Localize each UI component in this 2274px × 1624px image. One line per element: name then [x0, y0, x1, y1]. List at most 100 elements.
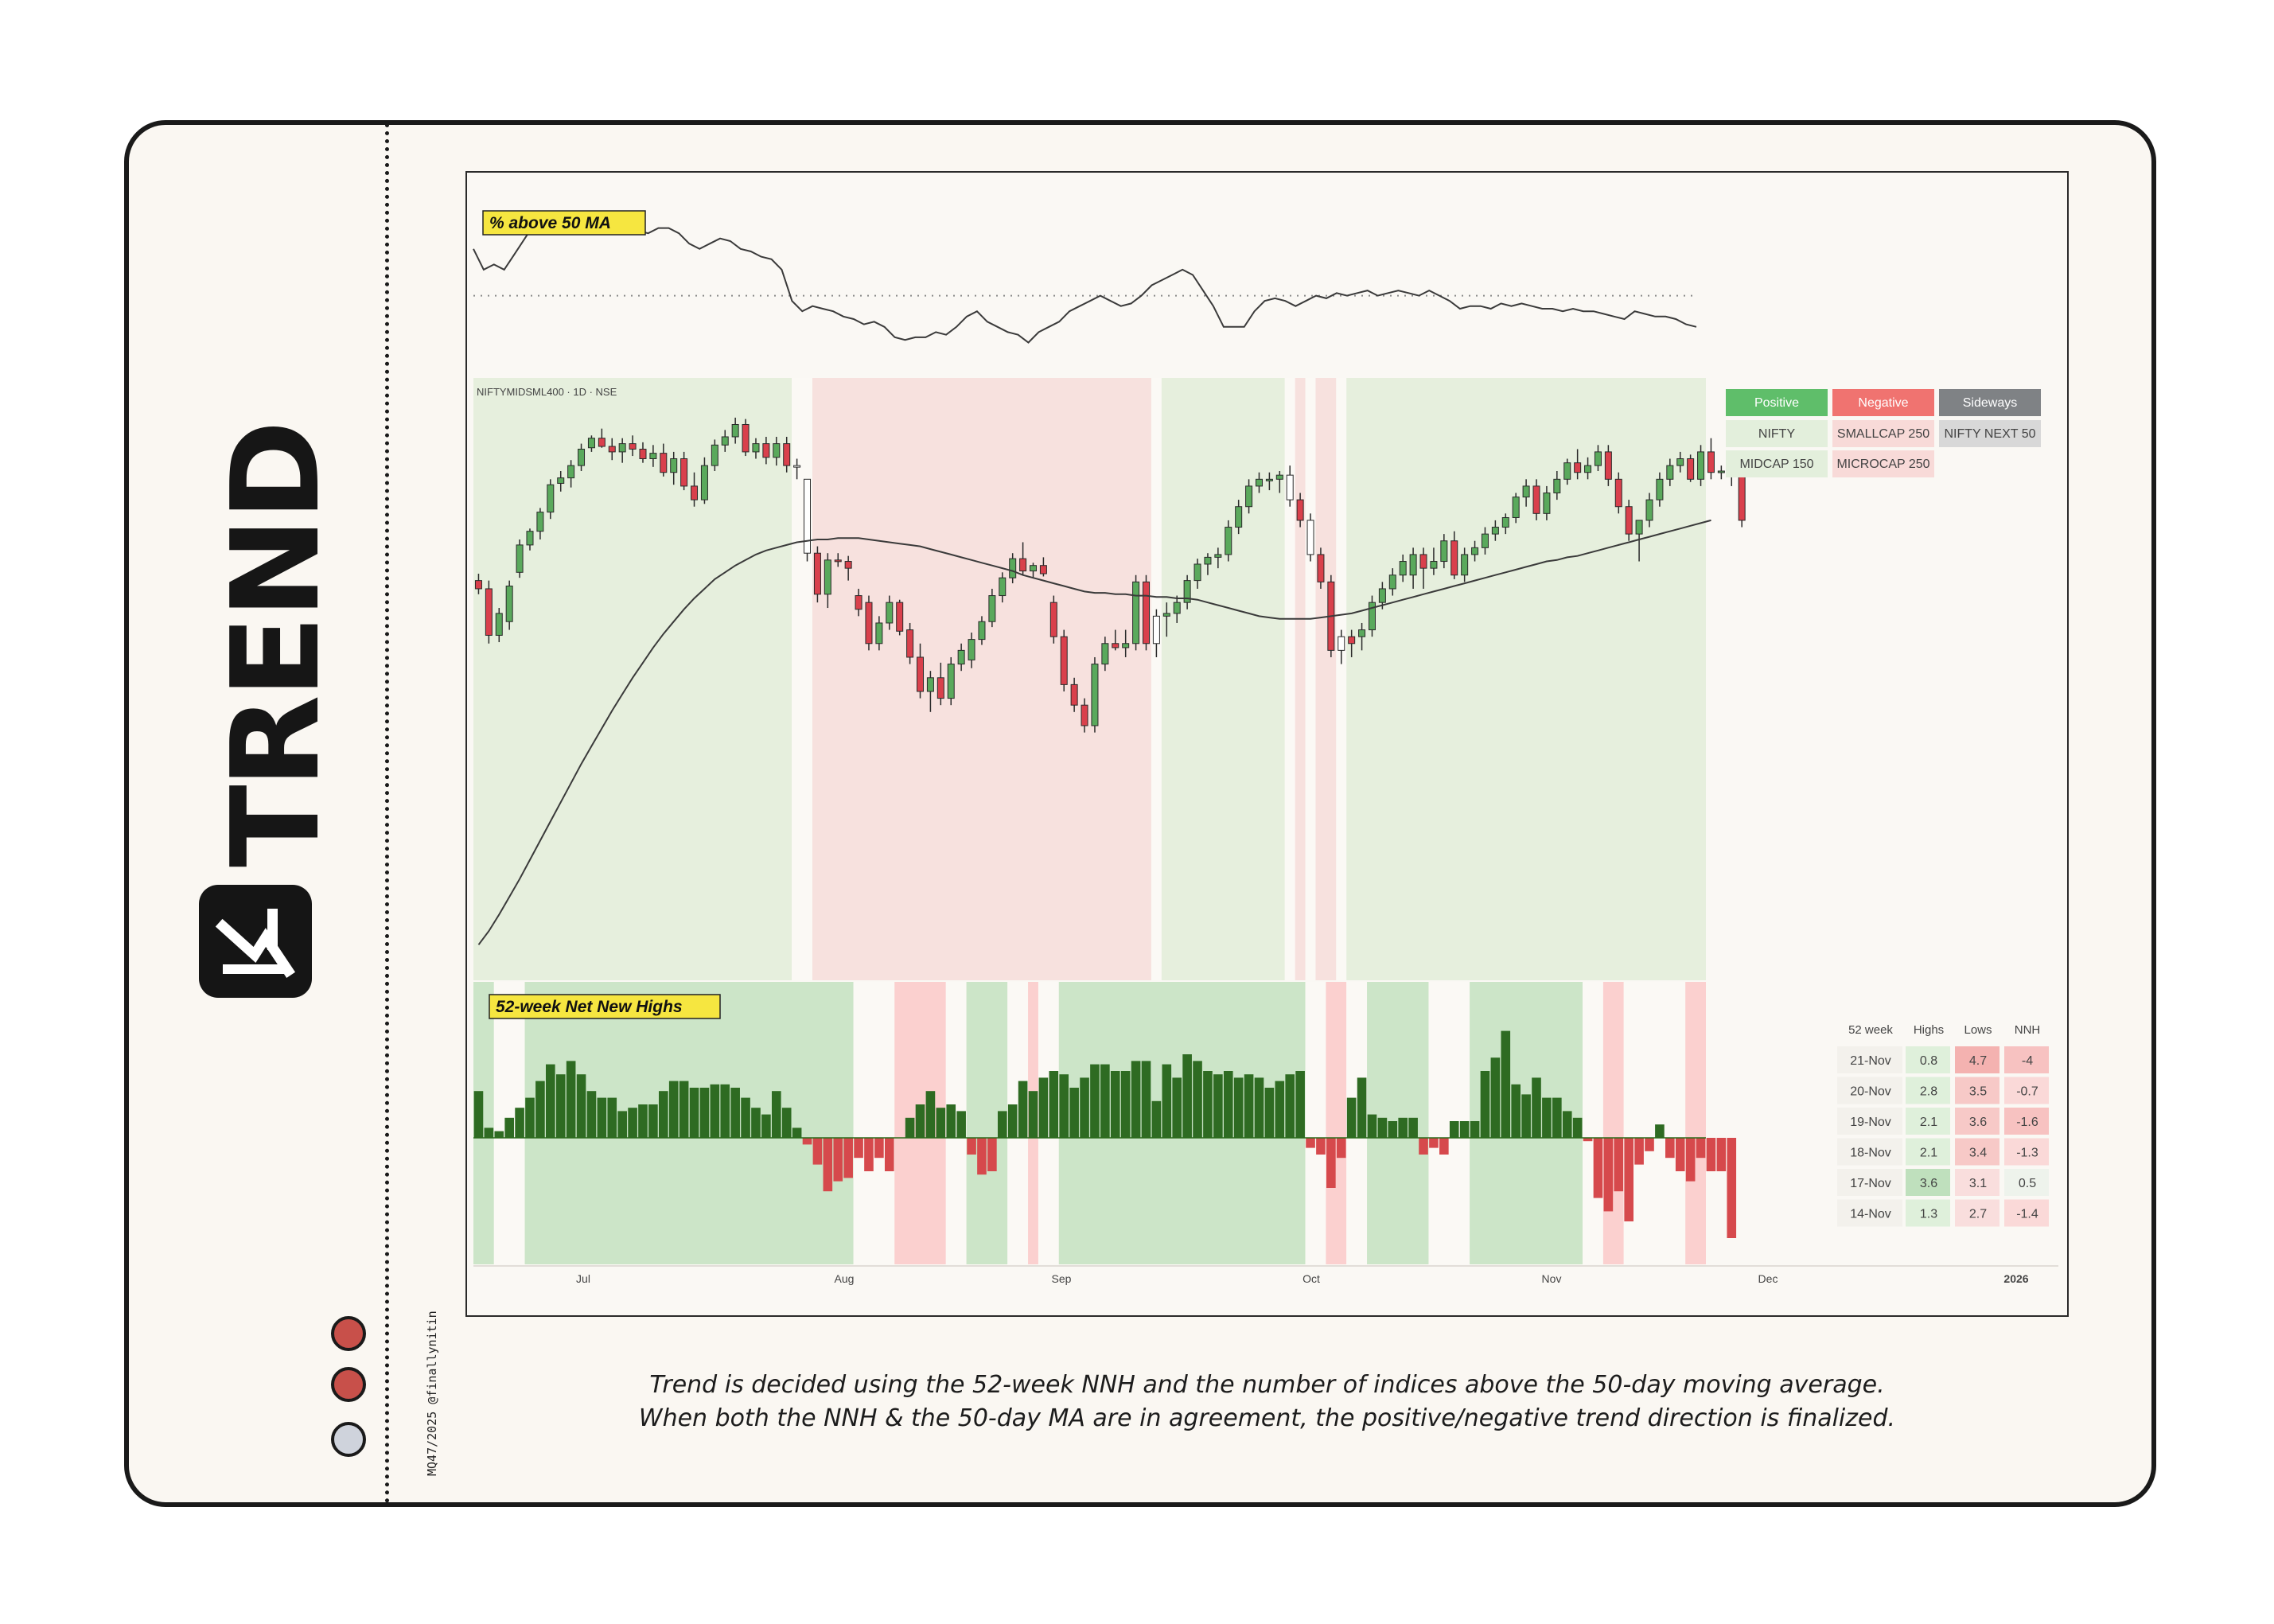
nnh-bar	[484, 1127, 494, 1138]
nnh-bar	[1038, 1077, 1049, 1138]
nnh-table-cell-bg	[1906, 1046, 1950, 1073]
pct-above-ma-label-box	[482, 210, 646, 236]
candle	[1553, 478, 1561, 494]
credit-text: MQ47/2025 @finallynitin	[425, 1310, 439, 1476]
chart-svg: % above 50 MA NIFTYMIDSML400 · 1D · NSE Po…	[473, 210, 2058, 1285]
candle	[936, 677, 944, 699]
nnh-bar	[699, 1088, 710, 1138]
nnh-bar	[864, 1138, 874, 1171]
nnh-bar	[1398, 1117, 1408, 1138]
nnh-table-cell: 1.3	[1920, 1208, 1937, 1221]
nnh-table-cell-bg	[1837, 1077, 1902, 1104]
candle	[700, 465, 708, 500]
nnh-bar	[905, 1117, 915, 1138]
candle	[886, 602, 894, 624]
nnh-bar	[494, 1131, 504, 1138]
nnh-band-neutral	[1583, 982, 1603, 1264]
x-tick-label: Dec	[1758, 1272, 1778, 1285]
nnh-bar	[1624, 1138, 1633, 1221]
candle	[1030, 565, 1038, 572]
nnh-table-cell-bg	[1837, 1138, 1902, 1166]
nnh-bar	[771, 1091, 781, 1138]
nnh-bar	[1110, 1071, 1120, 1138]
caption: Trend is decided using the 52-week NNH a…	[465, 1369, 2069, 1435]
candle	[804, 478, 812, 554]
candle	[1122, 643, 1130, 648]
nnh-bar	[648, 1104, 658, 1138]
nnh-table-cell-bg	[1906, 1108, 1950, 1135]
nnh-table-cell: 3.4	[1969, 1147, 1987, 1160]
candle	[1091, 664, 1099, 726]
nnh-bar	[1018, 1081, 1028, 1138]
candle	[855, 595, 862, 610]
candle	[1522, 485, 1530, 498]
nnh-bar	[1439, 1138, 1449, 1155]
regime-band-neutral	[1284, 378, 1295, 980]
nnh-bar	[1131, 1061, 1141, 1138]
nnh-bar	[833, 1138, 843, 1182]
nnh-table-cell-bg	[2004, 1169, 2049, 1196]
nnh-bar	[1264, 1088, 1275, 1138]
nnh-bar	[710, 1084, 720, 1138]
nnh-bar	[812, 1138, 823, 1165]
regime-band-neutral	[792, 378, 812, 980]
nnh-table-header: Highs	[1914, 1023, 1944, 1037]
candle	[1162, 613, 1170, 617]
nnh-bar	[823, 1138, 833, 1192]
candle	[1338, 636, 1345, 651]
nnh-bar	[854, 1138, 863, 1159]
regime-band-neutral	[1336, 378, 1347, 980]
nnh-bar	[1336, 1138, 1346, 1159]
candle	[1183, 580, 1191, 603]
nnh-bar	[515, 1108, 524, 1138]
candle	[1440, 540, 1448, 563]
nnh-table-cell-bg	[1837, 1169, 1902, 1196]
candle	[1430, 561, 1438, 569]
nnh-bar	[535, 1081, 545, 1138]
nnh-bar	[884, 1138, 894, 1171]
nnh-bar	[1716, 1138, 1727, 1171]
nnh-bar	[1254, 1077, 1264, 1138]
candle	[495, 613, 503, 636]
nnh-table-cell: 3.6	[1920, 1177, 1937, 1190]
candle	[1614, 478, 1622, 508]
nnh-bar	[1151, 1100, 1162, 1138]
nnh-bar	[1449, 1121, 1459, 1138]
nnh-bar	[1480, 1071, 1490, 1138]
nnh-band-negative	[1326, 982, 1347, 1264]
index-table-header-bg	[1939, 389, 2041, 416]
index-table-cell: NIFTY NEXT 50	[1945, 427, 2036, 441]
regime-band-negative	[812, 378, 1151, 980]
regime-band-negative	[1295, 378, 1306, 980]
nnh-bar	[1542, 1097, 1552, 1138]
candle	[598, 438, 605, 447]
nnh-table-cell-bg	[1837, 1199, 1902, 1227]
candle	[711, 444, 718, 466]
nnh-table-cell-bg	[1955, 1108, 1999, 1135]
nnh-bar	[751, 1108, 761, 1138]
nnh-bar	[1244, 1074, 1254, 1138]
candle	[660, 453, 668, 473]
nnh-table-cell: 3.1	[1969, 1177, 1987, 1190]
candle	[1255, 478, 1263, 487]
nnh-table-cell: 14-Nov	[1850, 1208, 1891, 1221]
candle	[1204, 556, 1212, 565]
index-table-header-bg	[1832, 389, 1934, 416]
nnh-bar	[617, 1111, 627, 1138]
nnh-bar	[967, 1138, 976, 1155]
nnh-table-cell-bg	[2004, 1077, 2049, 1104]
nnh-table-cell-bg	[1837, 1046, 1902, 1073]
candle	[793, 465, 801, 468]
nnh-bar	[1203, 1071, 1213, 1138]
candle	[629, 443, 637, 450]
candle	[1306, 520, 1314, 555]
nnh-table-cell: 18-Nov	[1850, 1147, 1891, 1160]
nnh-table-cell-bg	[1837, 1108, 1902, 1135]
candle	[1358, 629, 1366, 637]
nnh-bar	[1120, 1071, 1131, 1138]
nnh-table-cell-bg	[2004, 1108, 2049, 1135]
nnh-table-cell: 2.8	[1920, 1085, 1937, 1099]
nnh-bar	[936, 1108, 946, 1138]
candle	[485, 588, 493, 636]
trend-logo-icon	[199, 885, 312, 998]
